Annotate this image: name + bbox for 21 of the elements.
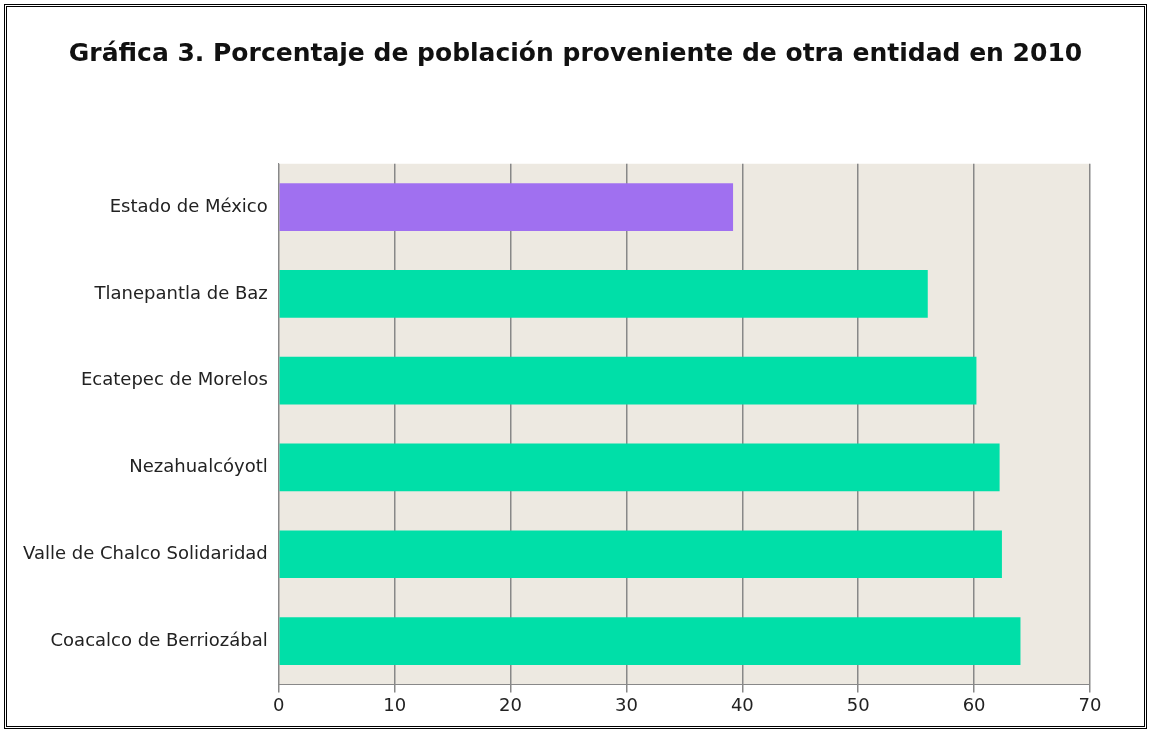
bar bbox=[279, 356, 977, 405]
y-tick-label: Tlanepantla de Baz bbox=[93, 281, 268, 303]
bar bbox=[279, 530, 1002, 579]
bar bbox=[279, 270, 928, 318]
y-tick-label: Coacalco de Berriozábal bbox=[50, 628, 268, 650]
x-tick-label: 70 bbox=[1078, 693, 1102, 715]
x-tick-label: 30 bbox=[614, 693, 638, 715]
x-tick-label: 50 bbox=[846, 693, 870, 715]
y-tick-label: Estado de México bbox=[109, 194, 268, 216]
x-tick-label: 20 bbox=[499, 693, 523, 715]
x-tick-label: 10 bbox=[383, 693, 407, 715]
y-tick-label: Ecatepec de Morelos bbox=[80, 368, 268, 390]
chart-title: Gráfica 3. Porcentaje de población proveniente de otra entidad en 2010 bbox=[67, 38, 1084, 67]
bar bbox=[279, 617, 1021, 665]
x-tick-label: 0 bbox=[273, 693, 285, 715]
y-tick-label: Nezahualcóyotl bbox=[129, 455, 268, 477]
x-tick-label: 60 bbox=[962, 693, 986, 715]
bar bbox=[279, 443, 1000, 492]
bar bbox=[279, 183, 734, 232]
y-tick-label: Valle de Chalco Solidaridad bbox=[22, 541, 268, 563]
x-tick-label: 40 bbox=[730, 693, 754, 715]
